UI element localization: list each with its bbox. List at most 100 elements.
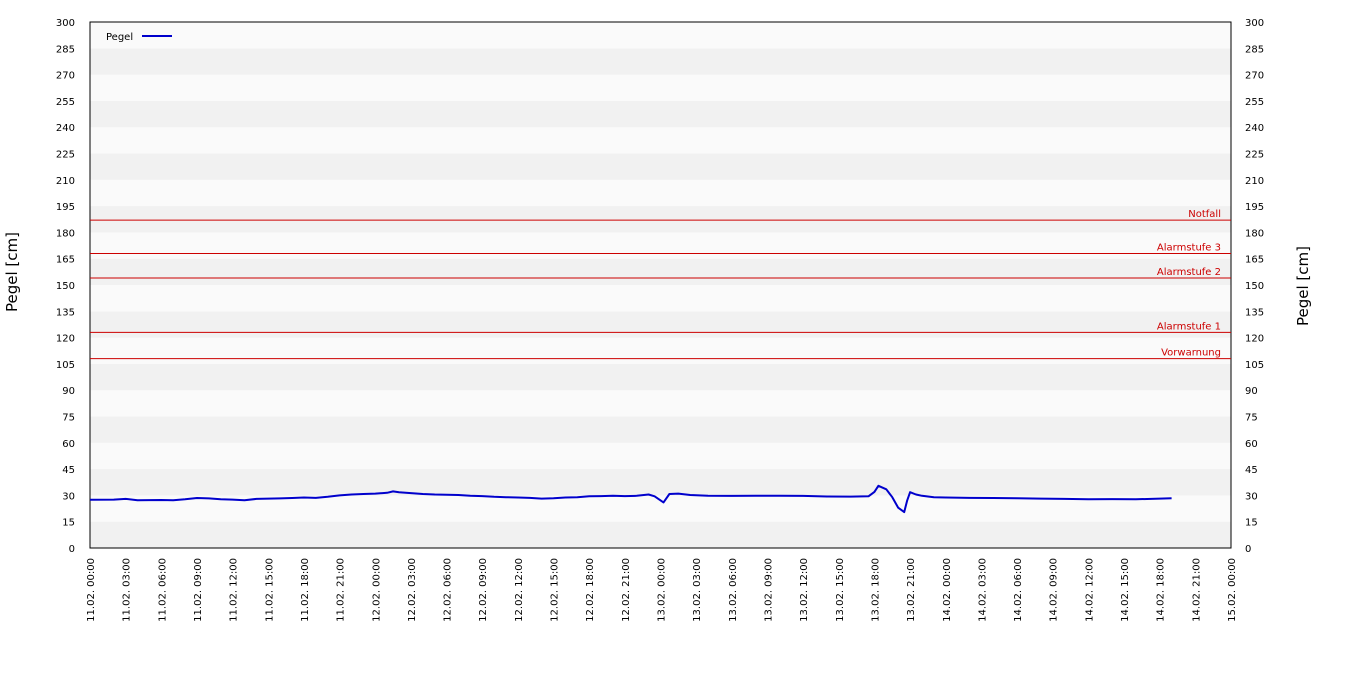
- y-tick-label-right: 15: [1245, 518, 1258, 529]
- x-tick-label: 13.02. 12:00: [799, 558, 810, 622]
- y-tick-label-right: 180: [1245, 228, 1264, 239]
- y-tick-label-right: 120: [1245, 334, 1264, 345]
- grid-band: [90, 74, 1231, 101]
- y-axis-right: 0 15 30 45 60 75 90 105 120 135 150 165 180 195 210 225…: [1245, 18, 1264, 555]
- y-tick-label-left: 195: [56, 202, 75, 213]
- y-tick-label-right: 165: [1245, 255, 1264, 266]
- threshold-label: Alarmstufe 1: [1157, 321, 1221, 332]
- series-line-pegel: [89, 484, 1172, 514]
- x-tick-label: 11.02. 18:00: [300, 558, 311, 622]
- y-axis-label-right: Pegel [cm]: [1294, 246, 1312, 326]
- x-tick-label: 13.02. 15:00: [835, 558, 846, 622]
- threshold-label: Alarmstufe 3: [1157, 242, 1221, 253]
- grid-band: [90, 48, 1231, 75]
- x-tick-label: 12.02. 18:00: [585, 558, 596, 622]
- x-tick-label: 14.02. 15:00: [1120, 558, 1131, 622]
- x-tick-label: 12.02. 06:00: [443, 558, 454, 622]
- x-tick-label: 11.02. 12:00: [229, 558, 240, 622]
- x-axis: 11.02. 00:00 11.02. 03:00 11.02. 06:00 11.0…: [86, 558, 1238, 622]
- y-tick-label-left: 105: [56, 360, 75, 371]
- y-tick-label-left: 15: [62, 518, 75, 529]
- grid-band: [90, 153, 1231, 180]
- y-tick-label-left: 90: [62, 386, 75, 397]
- x-tick-label: 15.02. 00:00: [1227, 558, 1238, 622]
- y-tick-label-right: 135: [1245, 307, 1264, 318]
- grid-band: [90, 127, 1231, 154]
- y-tick-label-left: 135: [56, 307, 75, 318]
- threshold-label: Vorwarnung: [1161, 348, 1221, 359]
- y-tick-label-left: 120: [56, 334, 75, 345]
- x-tick-label: 11.02. 03:00: [122, 558, 133, 622]
- x-tick-label: 13.02. 18:00: [870, 558, 881, 622]
- y-tick-label-left: 165: [56, 255, 75, 266]
- grid-band: [90, 232, 1231, 259]
- x-tick-label: 13.02. 06:00: [728, 558, 739, 622]
- x-tick-label: 12.02. 15:00: [550, 558, 561, 622]
- y-tick-label-right: 0: [1245, 544, 1251, 555]
- x-tick-label: 12.02. 09:00: [478, 558, 489, 622]
- x-tick-label: 14.02. 12:00: [1084, 558, 1095, 622]
- y-tick-label-left: 45: [62, 465, 75, 476]
- y-tick-label-left: 30: [62, 491, 75, 502]
- threshold-label: Notfall: [1188, 209, 1221, 220]
- x-tick-label: 11.02. 00:00: [86, 558, 97, 622]
- grid-band: [90, 179, 1231, 207]
- legend: Pegel: [106, 32, 172, 43]
- y-tick-label-left: 150: [56, 281, 75, 292]
- y-tick-label-right: 45: [1245, 465, 1258, 476]
- grid-band: [90, 521, 1231, 548]
- y-tick-label-right: 240: [1245, 123, 1264, 134]
- x-tick-label: 11.02. 06:00: [157, 558, 168, 622]
- x-tick-label: 11.02. 09:00: [193, 558, 204, 622]
- y-tick-label-right: 195: [1245, 202, 1264, 213]
- y-tick-label-left: 240: [56, 123, 75, 134]
- legend-label-pegel: Pegel: [106, 32, 133, 43]
- y-tick-label-right: 255: [1245, 97, 1264, 108]
- y-tick-label-left: 75: [62, 413, 75, 424]
- y-tick-label-right: 30: [1245, 491, 1258, 502]
- y-tick-label-right: 225: [1245, 150, 1264, 161]
- y-tick-label-right: 150: [1245, 281, 1264, 292]
- grid-band: [90, 363, 1231, 391]
- y-axis-left: 0 15 30 45 60 75 90 105 120 135 150 165 180 195 210 225…: [56, 18, 75, 555]
- y-tick-label-left: 0: [69, 544, 75, 555]
- grid-band: [90, 416, 1231, 443]
- x-tick-label: 12.02. 00:00: [371, 558, 382, 622]
- x-tick-label: 13.02. 09:00: [763, 558, 774, 622]
- threshold-label: Alarmstufe 2: [1157, 267, 1221, 278]
- x-tick-label: 14.02. 03:00: [977, 558, 988, 622]
- x-tick-label: 12.02. 12:00: [514, 558, 525, 622]
- y-tick-label-right: 90: [1245, 386, 1258, 397]
- x-tick-label: 14.02. 21:00: [1191, 558, 1202, 622]
- y-tick-label-right: 270: [1245, 71, 1264, 82]
- grid-band: [90, 311, 1231, 338]
- x-tick-label: 14.02. 06:00: [1013, 558, 1024, 622]
- x-tick-label: 11.02. 21:00: [336, 558, 347, 622]
- y-tick-label-left: 270: [56, 71, 75, 82]
- x-tick-label: 13.02. 21:00: [906, 558, 917, 622]
- y-tick-label-left: 300: [56, 18, 75, 29]
- y-tick-label-right: 60: [1245, 439, 1258, 450]
- x-tick-label: 12.02. 21:00: [621, 558, 632, 622]
- x-tick-label: 13.02. 03:00: [692, 558, 703, 622]
- x-tick-label: 11.02. 15:00: [264, 558, 275, 622]
- background-bands: [90, 22, 1231, 548]
- x-tick-label: 14.02. 09:00: [1049, 558, 1060, 622]
- y-tick-label-right: 300: [1245, 18, 1264, 29]
- y-tick-label-left: 225: [56, 150, 75, 161]
- x-tick-label: 12.02. 03:00: [407, 558, 418, 622]
- grid-band: [90, 22, 1231, 49]
- y-tick-label-right: 210: [1245, 176, 1264, 187]
- grid-band: [90, 390, 1231, 417]
- y-tick-label-left: 210: [56, 176, 75, 187]
- y-axis-label-left: Pegel [cm]: [3, 232, 21, 312]
- y-tick-label-left: 255: [56, 97, 75, 108]
- y-tick-label-right: 285: [1245, 44, 1264, 55]
- grid-band: [90, 442, 1231, 470]
- y-tick-label-right: 75: [1245, 413, 1258, 424]
- threshold-lines: Notfall Alarmstufe 3 Alarmstufe 2 Alarmstuf…: [90, 209, 1231, 360]
- grid-band: [90, 469, 1231, 496]
- grid-band: [90, 337, 1231, 364]
- grid-band: [90, 258, 1231, 285]
- grid-band: [90, 206, 1231, 233]
